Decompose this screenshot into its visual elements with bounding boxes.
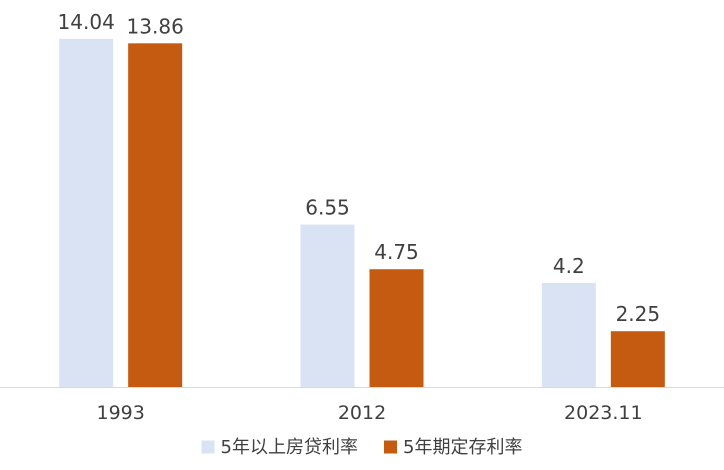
legend-label: 5年以上房贷利率 [221, 437, 358, 458]
x-tick-label: 2023.11 [564, 402, 643, 424]
x-tick-label: 1993 [96, 402, 144, 424]
bar-2012-series-1 [300, 224, 355, 387]
data-label: 6.55 [305, 196, 350, 220]
bar-2012-series-2 [369, 269, 424, 387]
legend-swatch [384, 440, 397, 454]
x-tick-labels: 1993 2012 2023.11 [96, 402, 642, 424]
data-label: 2.25 [616, 302, 661, 326]
legend: 5年以上房贷利率 5年期定存利率 [201, 437, 522, 458]
legend-label: 5年期定存利率 [403, 437, 522, 458]
data-label: 4.75 [374, 240, 419, 264]
legend-item: 5年期定存利率 [384, 437, 522, 458]
data-label: 4.2 [553, 254, 585, 278]
bar-2023.11-series-2 [610, 331, 665, 387]
x-tick-label: 2012 [338, 402, 386, 424]
legend-item: 5年以上房贷利率 [201, 437, 358, 458]
bars-layer [59, 38, 665, 388]
data-labels-layer: 14.04 13.86 6.55 4.75 4.2 2.25 [58, 10, 661, 326]
data-label: 14.04 [58, 10, 115, 34]
bar-2023.11-series-1 [541, 282, 596, 387]
bar-1993-series-1 [59, 38, 114, 387]
legend-swatch [201, 440, 215, 454]
bar-1993-series-2 [128, 43, 183, 388]
data-label: 13.86 [127, 14, 184, 38]
